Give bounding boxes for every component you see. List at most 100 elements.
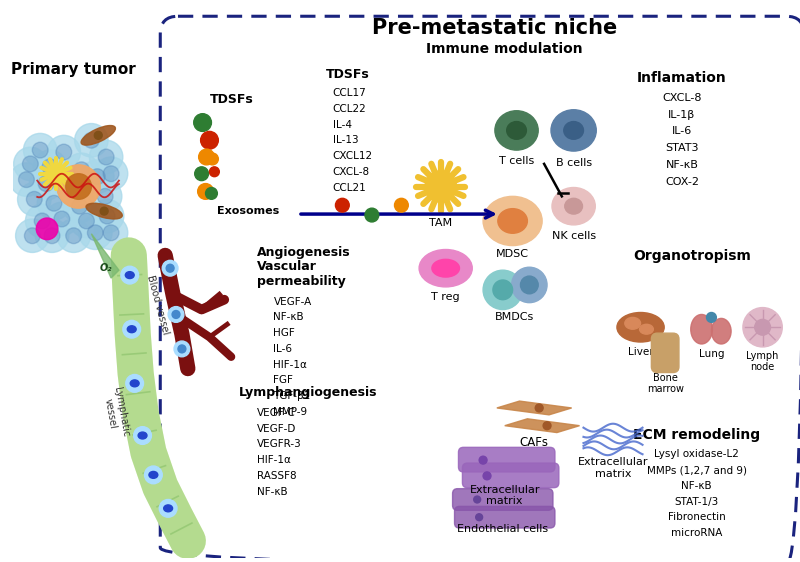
Text: Vascular: Vascular [257, 260, 317, 273]
Ellipse shape [565, 198, 582, 214]
Circle shape [162, 260, 178, 276]
Circle shape [42, 159, 58, 175]
Circle shape [178, 345, 186, 353]
Circle shape [46, 196, 62, 211]
Circle shape [483, 270, 522, 310]
Circle shape [194, 167, 209, 180]
Text: COX-2: COX-2 [665, 176, 699, 187]
Circle shape [10, 163, 43, 196]
Circle shape [483, 472, 491, 480]
Circle shape [15, 219, 49, 252]
Text: T cells: T cells [499, 156, 534, 166]
Circle shape [425, 171, 457, 202]
Circle shape [98, 149, 114, 165]
Circle shape [63, 189, 96, 223]
Circle shape [30, 167, 63, 200]
Circle shape [35, 219, 69, 252]
Text: TDSFs: TDSFs [326, 69, 370, 81]
Text: Extracellular
matrix: Extracellular matrix [470, 485, 540, 506]
Circle shape [26, 204, 59, 238]
Circle shape [198, 149, 214, 165]
Circle shape [521, 276, 538, 294]
Text: Inflamation: Inflamation [637, 71, 726, 85]
Text: HIF-1α: HIF-1α [274, 360, 307, 370]
Circle shape [365, 208, 378, 222]
Circle shape [121, 266, 138, 284]
Text: TGF-β1: TGF-β1 [274, 391, 310, 401]
Circle shape [38, 187, 70, 220]
Text: ECM remodeling: ECM remodeling [633, 428, 760, 442]
Text: VEGFR-3: VEGFR-3 [257, 439, 302, 450]
Circle shape [26, 192, 42, 207]
Text: CXCL12: CXCL12 [333, 151, 373, 161]
Circle shape [743, 307, 782, 347]
Circle shape [72, 198, 87, 214]
Circle shape [64, 179, 79, 194]
Circle shape [25, 228, 40, 243]
Circle shape [45, 202, 78, 235]
Ellipse shape [126, 271, 134, 279]
Circle shape [174, 341, 190, 357]
Text: RASSF8: RASSF8 [257, 471, 296, 481]
Circle shape [159, 500, 177, 517]
Circle shape [206, 153, 218, 165]
Circle shape [543, 422, 551, 429]
Text: VEGF-D: VEGF-D [257, 424, 296, 434]
Circle shape [57, 219, 90, 252]
Circle shape [87, 225, 103, 241]
Ellipse shape [149, 472, 158, 478]
Text: CAFs: CAFs [520, 436, 549, 448]
Text: Lung: Lung [698, 349, 724, 359]
Circle shape [94, 216, 128, 250]
Text: CCL21: CCL21 [333, 183, 366, 193]
Circle shape [90, 169, 105, 184]
Polygon shape [497, 401, 572, 415]
Circle shape [123, 320, 141, 338]
Circle shape [166, 264, 174, 272]
Text: IL-4: IL-4 [333, 120, 351, 130]
Circle shape [335, 198, 350, 212]
Text: NF-κB: NF-κB [274, 312, 304, 323]
Circle shape [36, 218, 58, 239]
Text: Lymphangiogenesis: Lymphangiogenesis [239, 386, 378, 400]
Circle shape [57, 165, 100, 208]
FancyArrowPatch shape [301, 210, 493, 218]
Circle shape [14, 147, 47, 180]
Circle shape [94, 157, 128, 191]
Text: B cells: B cells [555, 158, 592, 168]
Text: HGF: HGF [274, 328, 295, 338]
Circle shape [32, 142, 48, 158]
FancyBboxPatch shape [453, 489, 553, 510]
Circle shape [474, 496, 481, 503]
Text: Lymph
node: Lymph node [746, 351, 778, 373]
Text: Lymphatic
vessel: Lymphatic vessel [101, 386, 131, 439]
Text: HIF-1α: HIF-1α [257, 455, 290, 465]
Circle shape [90, 140, 123, 174]
Circle shape [103, 166, 119, 182]
Text: IL-1β: IL-1β [668, 110, 695, 120]
Circle shape [74, 124, 108, 157]
FancyBboxPatch shape [454, 506, 555, 528]
Ellipse shape [506, 121, 526, 139]
Text: IL-6: IL-6 [274, 344, 293, 354]
Circle shape [38, 176, 54, 192]
Circle shape [535, 404, 543, 412]
Text: BMDCs: BMDCs [495, 311, 534, 321]
Circle shape [476, 514, 482, 520]
Ellipse shape [625, 318, 641, 329]
Circle shape [89, 180, 122, 213]
Circle shape [126, 374, 143, 392]
Text: Extracellular
matrix: Extracellular matrix [578, 457, 648, 479]
Circle shape [18, 183, 51, 216]
Text: CXCL-8: CXCL-8 [662, 93, 702, 103]
Circle shape [55, 170, 89, 203]
Circle shape [81, 160, 114, 193]
Text: Pre-metastatic niche: Pre-metastatic niche [372, 18, 618, 38]
Circle shape [54, 211, 70, 227]
Polygon shape [505, 419, 579, 433]
Text: Liver: Liver [628, 347, 654, 357]
Ellipse shape [639, 324, 654, 334]
Circle shape [99, 208, 115, 224]
Circle shape [210, 167, 219, 176]
FancyBboxPatch shape [651, 333, 679, 373]
